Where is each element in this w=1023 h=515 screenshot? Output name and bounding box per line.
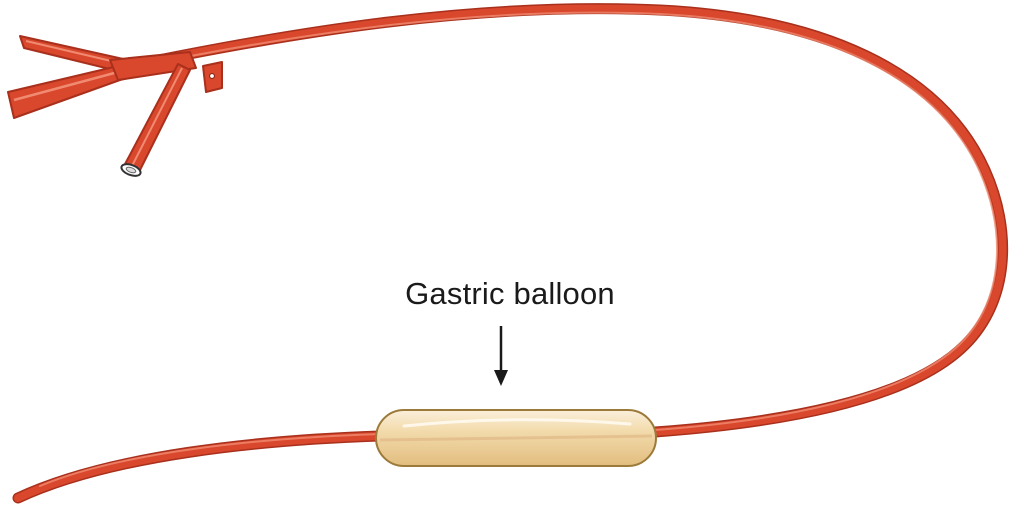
hub-junction — [109, 51, 197, 81]
valve-tab-hole — [209, 73, 215, 79]
gastric-balloon-label: Gastric balloon — [405, 276, 615, 311]
gastric-balloon-sheen — [402, 418, 632, 428]
side-port-lumen — [125, 166, 137, 174]
hub-side-port-highlight — [131, 67, 183, 167]
hub-upper-port-highlight — [25, 40, 125, 65]
gastric-balloon — [375, 409, 657, 467]
catheter-shaft-highlight — [39, 11, 998, 487]
label-arrow-head — [494, 370, 508, 386]
catheter-shaft — [14, 4, 1007, 502]
gastric-balloon-inner-shaft — [379, 434, 653, 442]
